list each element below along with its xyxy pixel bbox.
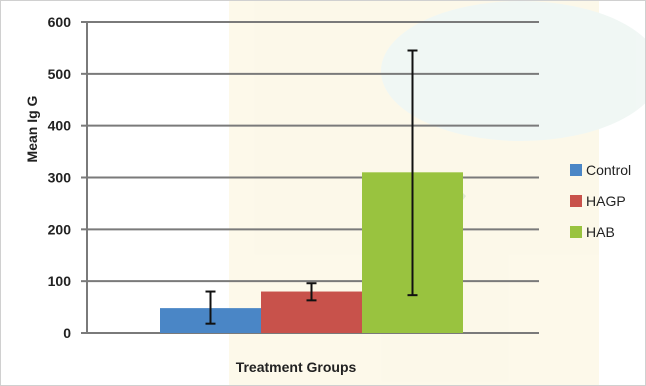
legend-label-control: Control <box>586 162 631 178</box>
x-axis-title: Treatment Groups <box>236 359 357 375</box>
y-axis-ticks: 0 100 200 300 400 500 600 <box>48 14 72 341</box>
legend-swatch-hagp <box>570 195 582 207</box>
y-tick-label: 100 <box>48 273 72 289</box>
y-tick-label: 600 <box>48 14 72 30</box>
y-tick-label: 200 <box>48 221 72 237</box>
legend-swatch-control <box>570 164 582 176</box>
y-tick-label: 0 <box>63 325 71 341</box>
error-bars <box>205 49 418 325</box>
y-tick-label: 500 <box>48 66 72 82</box>
legend-label-hagp: HAGP <box>586 193 626 209</box>
y-axis-title: Mean Ig G <box>24 95 40 162</box>
legend-swatch-hab <box>570 226 582 238</box>
legend: Control HAGP HAB <box>570 162 631 240</box>
legend-label-hab: HAB <box>586 224 615 240</box>
y-tick-label: 400 <box>48 118 72 134</box>
y-tick-label: 300 <box>48 170 72 186</box>
